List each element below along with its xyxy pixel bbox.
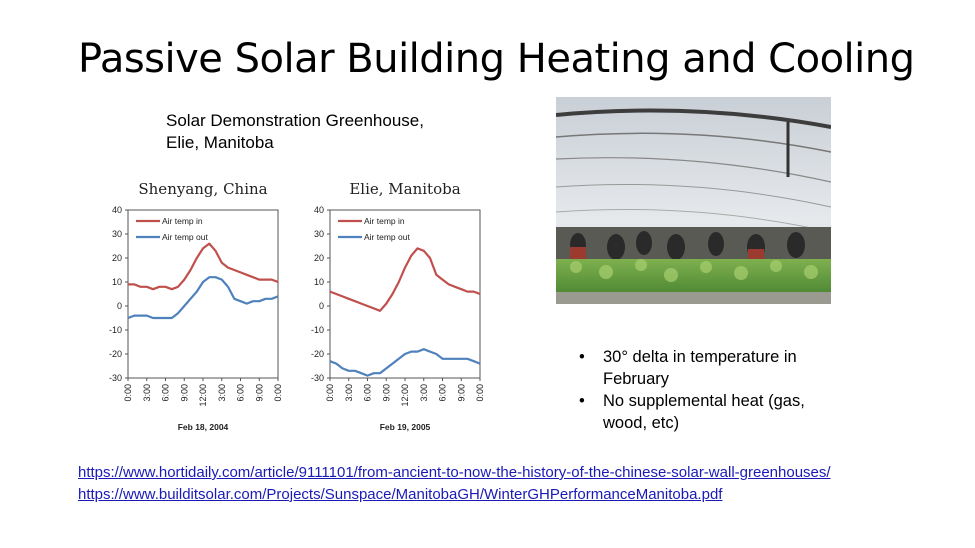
chart-shenyang-y-tick-label-5: -10 [109, 325, 122, 335]
bullet-item-2: • No supplemental heat (gas, wood, etc) [579, 392, 805, 432]
chart-shenyang-legend-label-0: Air temp in [162, 216, 203, 226]
chart-elie-x-tick-label-6: 6:00 [438, 384, 448, 402]
chart-elie-x-axis-label: Feb 19, 2005 [380, 422, 431, 432]
chart-elie: Elie, Manitoba 40 30 20 10 0 -10 -20 -30 0:00 3:00… [292, 172, 532, 442]
chart-elie-x-tick-label-5: 3:00 [419, 384, 429, 402]
chart-elie-y-tick-label-0: 40 [314, 205, 324, 215]
chart-shenyang-y-tick-label-2: 20 [112, 253, 122, 263]
bullet-text-2: No supplemental heat (gas, wood, etc) [603, 392, 805, 432]
chart-shenyang-y-tick-label-1: 30 [112, 229, 122, 239]
chart-elie-x-tick-label-7: 9:00 [456, 384, 466, 402]
chart-shenyang: Shenyang, China 40 30 20 10 0 -10 -20 -30 0:00 3:0… [90, 172, 330, 442]
subtitle-line-1: Solar Demonstration Greenhouse, [166, 111, 424, 130]
chart-elie-series-line-1 [329, 348, 481, 377]
chart-shenyang-series-line-1 [127, 276, 279, 320]
chart-elie-y-tick-label-4: 0 [319, 301, 324, 311]
chart-shenyang-legend-label-1: Air temp out [162, 232, 208, 242]
bullet-text-1: 30° delta in temperature in February [603, 348, 797, 388]
chart-shenyang-y-tick-label-4: 0 [117, 301, 122, 311]
chart-shenyang-x-tick-label-3: 9:00 [179, 384, 189, 402]
reference-links: https://www.hortidaily.com/article/91111… [78, 462, 898, 506]
chart-elie-x-tick-label-4: 12:00 [400, 384, 410, 407]
chart-shenyang-y-tick-label-6: -20 [109, 349, 122, 359]
chart-elie-legend-label-1: Air temp out [364, 232, 410, 242]
chart-shenyang-x-tick-label-7: 9:00 [254, 384, 264, 402]
link-builditsolar[interactable]: https://www.builditsolar.com/Projects/Su… [78, 486, 723, 503]
chart-shenyang-y-tick-label-7: -30 [109, 373, 122, 383]
chart-shenyang-series-line-0 [128, 242, 279, 291]
chart-elie-y-tick-label-2: 20 [314, 253, 324, 263]
chart-elie-x-tick-label-0: 0:00 [325, 384, 335, 402]
chart-elie-y-tick-label-1: 30 [314, 229, 324, 239]
chart-shenyang-y-tick-label-0: 40 [112, 205, 122, 215]
chart-elie-x-tick-label-3: 9:00 [381, 384, 391, 402]
chart-elie-x-tick-label-8: 0:00 [475, 384, 485, 402]
subtitle-line-2: Elie, Manitoba [166, 133, 274, 152]
chart-shenyang-x-axis-label: Feb 18, 2004 [178, 422, 229, 432]
bullet-list: • 30° delta in temperature in February • N… [579, 346, 849, 434]
chart-elie-y-tick-label-5: -10 [311, 325, 324, 335]
slide-subtitle: Solar Demonstration Greenhouse, Elie, Ma… [166, 110, 424, 154]
chart-shenyang-y-tick-label-3: 10 [112, 277, 122, 287]
chart-elie-x-tick-label-1: 3:00 [344, 384, 354, 402]
chart-shenyang-title: Shenyang, China [138, 180, 267, 198]
chart-shenyang-x-tick-label-8: 0:00 [273, 384, 283, 402]
chart-elie-y-tick-label-7: -30 [311, 373, 324, 383]
chart-elie-y-tick-label-3: 10 [314, 277, 324, 287]
greenhouse-photo [555, 97, 832, 304]
chart-shenyang-x-tick-label-2: 6:00 [161, 384, 171, 402]
slide-title: Passive Solar Building Heating and Cooli… [78, 36, 915, 82]
chart-elie-series-line-0 [329, 247, 481, 312]
chart-elie-title: Elie, Manitoba [349, 180, 460, 198]
chart-shenyang-x-tick-label-4: 12:00 [198, 384, 208, 407]
chart-elie-x-tick-label-2: 6:00 [363, 384, 373, 402]
chart-shenyang-x-tick-label-0: 0:00 [123, 384, 133, 402]
chart-shenyang-x-tick-label-6: 6:00 [236, 384, 246, 402]
link-hortidaily[interactable]: https://www.hortidaily.com/article/91111… [78, 464, 831, 481]
chart-elie-y-tick-label-6: -20 [311, 349, 324, 359]
chart-shenyang-x-tick-label-1: 3:00 [142, 384, 152, 402]
chart-elie-legend-label-0: Air temp in [364, 216, 405, 226]
greenhouse-photo-image [555, 97, 832, 304]
chart-shenyang-x-tick-label-5: 3:00 [217, 384, 227, 402]
bullet-item-1: • 30° delta in temperature in February [579, 348, 797, 388]
